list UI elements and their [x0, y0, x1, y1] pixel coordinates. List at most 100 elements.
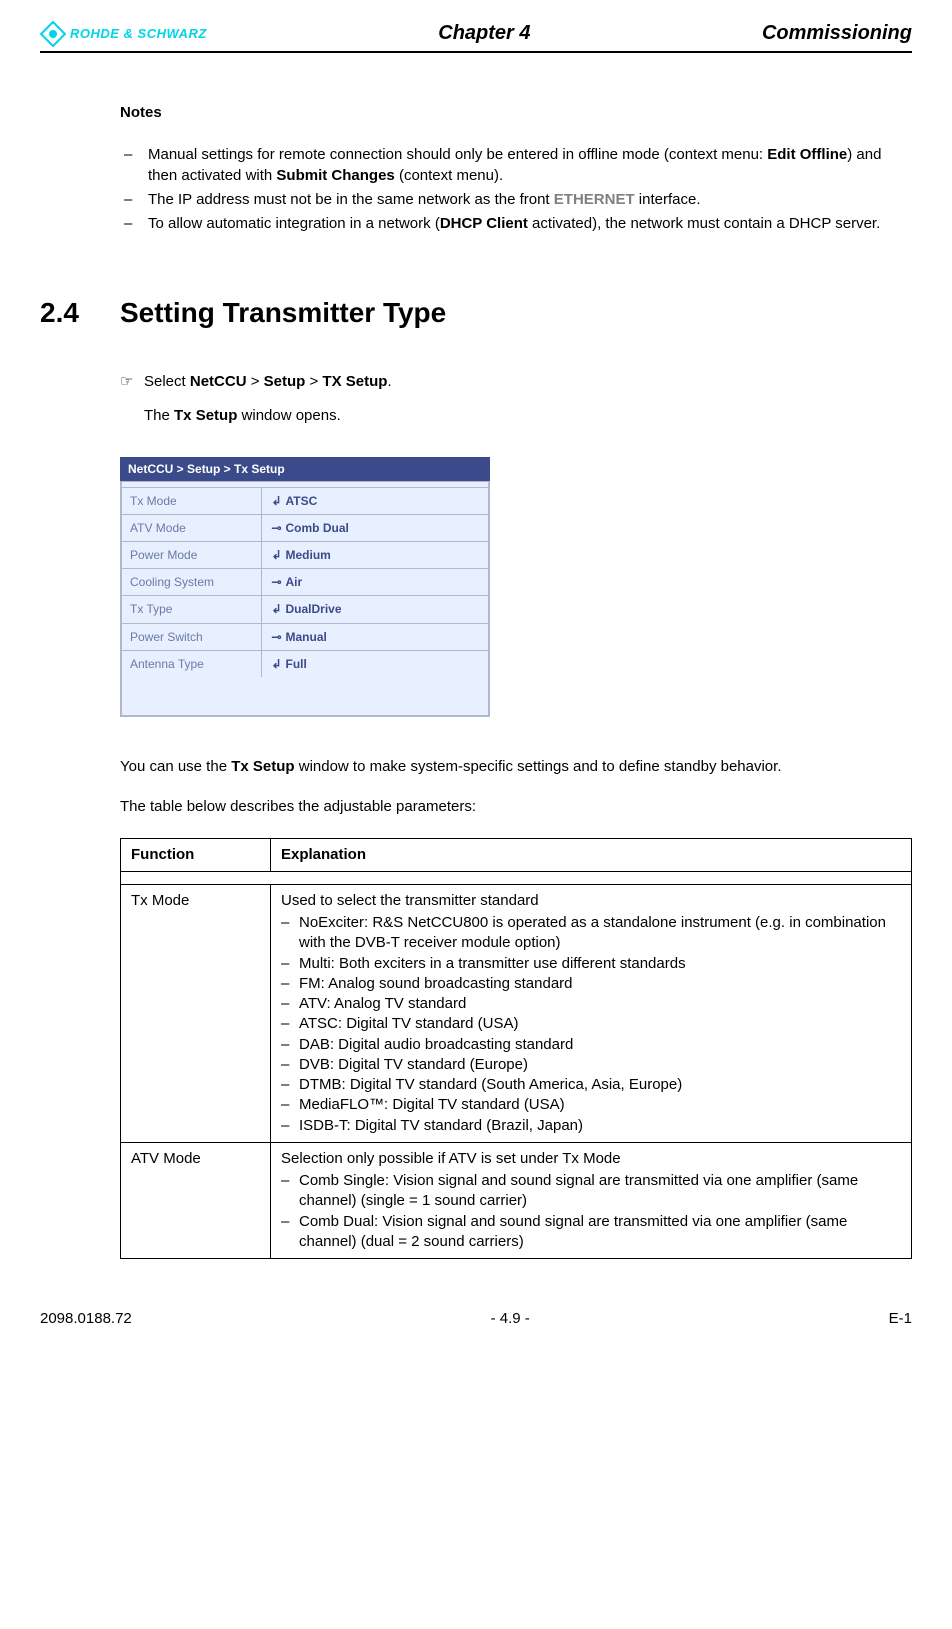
screenshot-label: Tx Mode [121, 487, 261, 514]
enter-icon: ↲ [270, 493, 284, 509]
table-header: Explanation [271, 838, 912, 871]
text: (context menu). [395, 167, 503, 184]
screenshot-value: ↲Medium [261, 542, 489, 569]
screenshot-label: Antenna Type [121, 650, 261, 678]
step-text: Select NetCCU > Setup > TX Setup. [144, 372, 912, 392]
screenshot-bottom-pad [120, 677, 490, 717]
table-row: ATV Mode Selection only possible if ATV i… [121, 1142, 912, 1258]
list-item: FM: Analog sound broadcasting standard [281, 974, 901, 994]
list-item: DAB: Digital audio broadcasting standard [281, 1035, 901, 1055]
list-item: Comb Single: Vision signal and sound sig… [281, 1171, 901, 1212]
list-item: The IP address must not be in the same n… [120, 190, 912, 210]
list-item: To allow automatic integration in a netw… [120, 214, 912, 234]
footer-right: E-1 [889, 1309, 912, 1329]
list-item: DVB: Digital TV standard (Europe) [281, 1055, 901, 1075]
explanation-list: NoExciter: R&S NetCCU800 is operated as … [281, 913, 901, 1136]
section-title: Setting Transmitter Type [120, 294, 446, 332]
screenshot-titlebar: NetCCU > Setup > Tx Setup [120, 457, 490, 481]
chapter-title: Chapter 4 [207, 20, 762, 47]
section-number: 2.4 [40, 294, 120, 332]
screenshot-value: ↲Full [261, 650, 489, 678]
text: You can use the [120, 758, 231, 775]
screenshot-row: Tx Type↲DualDrive [121, 596, 489, 623]
list-item: ISDB-T: Digital TV standard (Brazil, Jap… [281, 1116, 901, 1136]
logo-block: ROHDE & SCHWARZ [40, 21, 207, 47]
text: > [247, 373, 264, 390]
text: Manual settings for remote connection sh… [148, 146, 767, 163]
bold-text: NetCCU [190, 373, 247, 390]
link-icon: ⊸ [270, 520, 284, 536]
screenshot-row: Cooling System⊸Air [121, 569, 489, 596]
screenshot-label: ATV Mode [121, 514, 261, 541]
list-item: Manual settings for remote connection sh… [120, 145, 912, 186]
screenshot-table: Tx Mode↲ATSCATV Mode⊸Comb DualPower Mode… [120, 481, 490, 679]
table-header-row: Function Explanation [121, 838, 912, 871]
body-paragraph: You can use the Tx Setup window to make … [120, 757, 912, 777]
explanation-cell: Selection only possible if ATV is set un… [271, 1142, 912, 1258]
bold-text: TX Setup [322, 373, 387, 390]
section-heading: 2.4 Setting Transmitter Type [40, 294, 912, 332]
header-right: Commissioning [762, 20, 912, 47]
table-intro: The table below describes the adjustable… [120, 797, 912, 817]
link-icon: ⊸ [270, 574, 284, 590]
pointing-hand-icon: ☞ [120, 372, 144, 392]
screenshot-row: ATV Mode⊸Comb Dual [121, 514, 489, 541]
value-text: ATSC [286, 494, 318, 508]
value-text: Full [286, 657, 307, 671]
text: . [387, 373, 391, 390]
text: To allow automatic integration in a netw… [148, 215, 440, 232]
step-row: ☞ Select NetCCU > Setup > TX Setup. [120, 372, 912, 392]
screenshot-label: Power Switch [121, 623, 261, 650]
explanation-list: Comb Single: Vision signal and sound sig… [281, 1171, 901, 1252]
bold-text: Submit Changes [276, 167, 394, 184]
screenshot-value: ↲ATSC [261, 487, 489, 514]
text: interface. [635, 191, 701, 208]
list-item: NoExciter: R&S NetCCU800 is operated as … [281, 913, 901, 954]
bold-text: Tx Setup [231, 758, 294, 775]
notes-heading: Notes [120, 103, 912, 123]
enter-icon: ↲ [270, 656, 284, 672]
brand-logo-text: ROHDE & SCHWARZ [70, 25, 207, 43]
bold-text: Tx Setup [174, 407, 237, 424]
value-text: Medium [286, 548, 331, 562]
explanation-intro: Used to select the transmitter standard [281, 891, 901, 911]
text: The IP address must not be in the same n… [148, 191, 554, 208]
table-row: Tx Mode Used to select the transmitter st… [121, 884, 912, 1142]
screenshot-label: Tx Type [121, 596, 261, 623]
bold-text: Edit Offline [767, 146, 847, 163]
list-item: ATSC: Digital TV standard (USA) [281, 1014, 901, 1034]
enter-icon: ↲ [270, 547, 284, 563]
function-cell: ATV Mode [121, 1142, 271, 1258]
brand-logo-icon [40, 21, 66, 47]
screenshot-value: ⊸Manual [261, 623, 489, 650]
bold-text: DHCP Client [440, 215, 528, 232]
screenshot-value: ⊸Comb Dual [261, 514, 489, 541]
list-item: MediaFLO™: Digital TV standard (USA) [281, 1095, 901, 1115]
link-icon: ⊸ [270, 629, 284, 645]
list-item: Comb Dual: Vision signal and sound signa… [281, 1212, 901, 1253]
text: > [305, 373, 322, 390]
screenshot-row: Antenna Type↲Full [121, 650, 489, 678]
text: Select [144, 373, 190, 390]
value-text: Comb Dual [286, 521, 349, 535]
enter-icon: ↲ [270, 601, 284, 617]
table-header: Function [121, 838, 271, 871]
page-footer: 2098.0188.72 - 4.9 - E-1 [40, 1309, 912, 1329]
list-item: ATV: Analog TV standard [281, 994, 901, 1014]
list-item: Multi: Both exciters in a transmitter us… [281, 954, 901, 974]
parameter-table: Function Explanation Tx Mode Used to sele… [120, 838, 912, 1260]
screenshot-row: Power Switch⊸Manual [121, 623, 489, 650]
list-item: DTMB: Digital TV standard (South America… [281, 1075, 901, 1095]
text: The [144, 407, 174, 424]
screenshot-label: Cooling System [121, 569, 261, 596]
page-header: ROHDE & SCHWARZ Chapter 4 Commissioning [40, 20, 912, 53]
window-opens-text: The Tx Setup window opens. [144, 406, 912, 426]
content-area: Notes Manual settings for remote connect… [40, 103, 912, 1259]
explanation-intro: Selection only possible if ATV is set un… [281, 1149, 901, 1169]
footer-left: 2098.0188.72 [40, 1309, 132, 1329]
footer-center: - 4.9 - [491, 1309, 530, 1329]
value-text: Manual [286, 630, 327, 644]
function-cell: Tx Mode [121, 884, 271, 1142]
screenshot-value: ↲DualDrive [261, 596, 489, 623]
text: window opens. [237, 407, 340, 424]
